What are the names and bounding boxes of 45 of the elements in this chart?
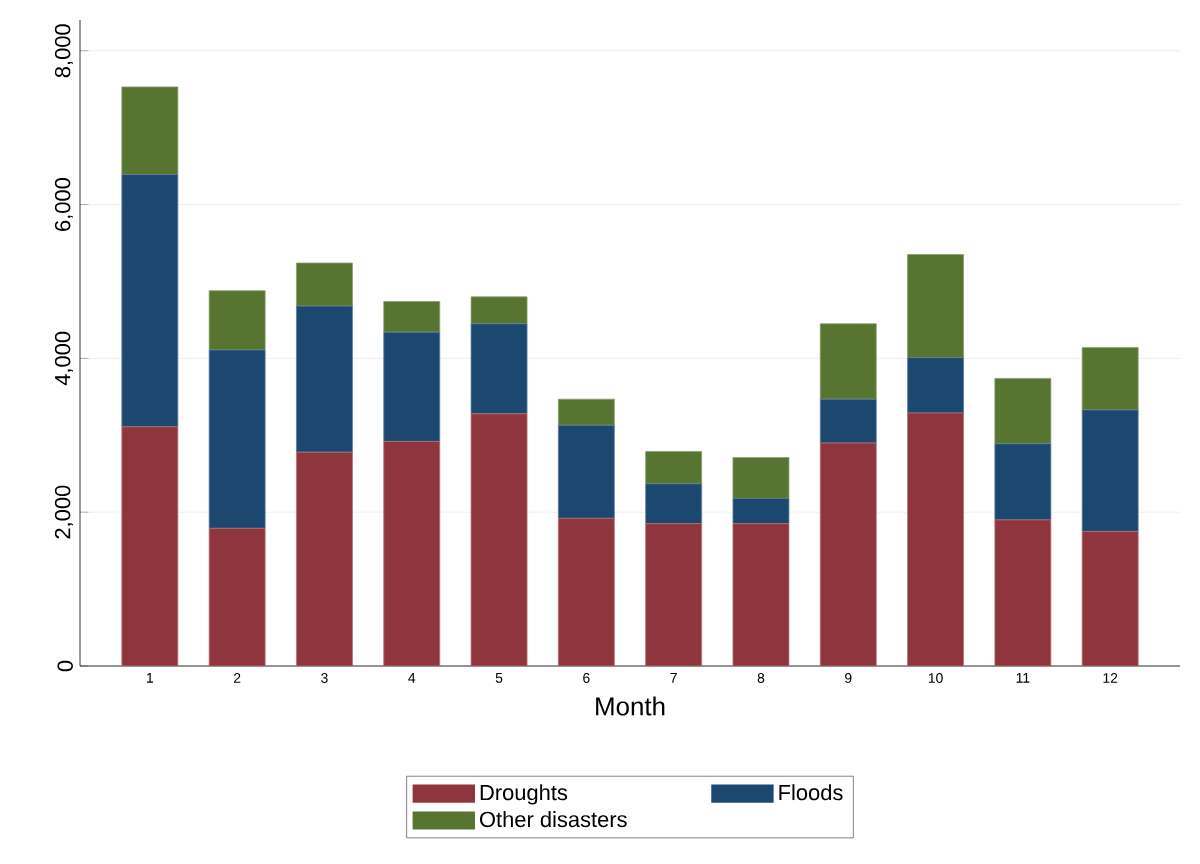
bar [732,523,790,666]
bar [383,331,441,442]
bar [121,174,179,428]
bar [994,443,1052,521]
bar [907,357,964,414]
bar [296,305,353,453]
bar [645,483,703,525]
bar [121,426,179,666]
y-tick-label: 0 [57,660,73,672]
bar [907,412,964,666]
bar [994,519,1052,666]
x-axis-title: Month [596,696,665,716]
y-tick-label: 6,000 [54,178,73,231]
bar [470,413,528,666]
bar [557,517,615,666]
legend-label: Other disasters [480,811,627,828]
y-tick-label: 4,000 [54,331,73,386]
bar [121,86,179,175]
bar [645,451,703,485]
bar [819,398,877,444]
bar [208,349,266,529]
bar [994,377,1052,445]
legend-label: Floods [779,784,843,801]
bar [470,323,528,415]
bar [732,497,790,525]
bar [819,442,877,666]
bar [1081,347,1139,411]
bar [208,290,266,351]
bar [296,451,353,666]
bar [732,457,790,499]
y-tick-label: 2,000 [54,485,73,539]
bar [557,424,615,519]
bar [819,323,877,400]
bar [907,254,964,359]
y-tick-label: 8,000 [54,24,73,78]
bar [296,262,353,307]
bar [1081,409,1139,532]
bar [557,398,615,426]
bar [645,523,703,666]
bar [208,527,266,666]
bar [470,296,528,325]
legend-label: Droughts [480,784,568,805]
bar [1081,531,1139,666]
bar [383,441,441,666]
bar [383,301,441,333]
